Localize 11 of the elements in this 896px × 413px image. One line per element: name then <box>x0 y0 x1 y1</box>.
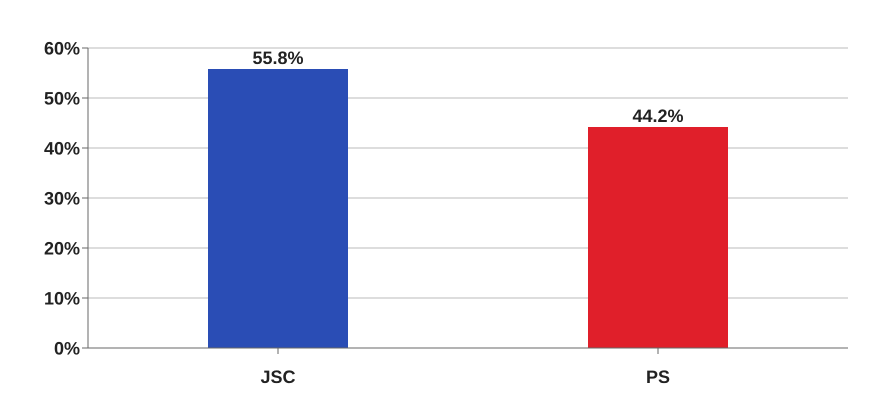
y-tick-label: 20% <box>44 238 80 258</box>
data-label: 44.2% <box>632 106 684 126</box>
y-tick-label: 0% <box>54 338 80 358</box>
data-label: 55.8% <box>252 48 304 68</box>
x-tick-label: PS <box>646 366 670 387</box>
y-tick-label: 40% <box>44 138 80 158</box>
y-tick-label: 60% <box>44 38 80 58</box>
y-tick-label: 50% <box>44 88 80 108</box>
x-tick-label: JSC <box>260 366 296 387</box>
y-tick-label: 10% <box>44 288 80 308</box>
y-tick-label: 30% <box>44 188 80 208</box>
